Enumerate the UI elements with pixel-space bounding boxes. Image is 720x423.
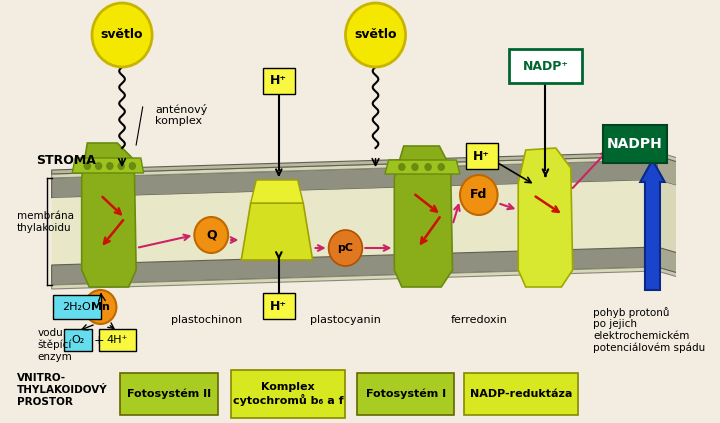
Polygon shape [657, 152, 678, 277]
Polygon shape [52, 247, 657, 285]
Circle shape [92, 3, 152, 67]
Circle shape [398, 163, 405, 171]
Circle shape [106, 162, 114, 170]
Text: NADP-reduktáza: NADP-reduktáza [470, 389, 572, 399]
Polygon shape [72, 158, 143, 173]
Text: Q: Q [206, 228, 217, 242]
FancyBboxPatch shape [120, 373, 218, 415]
Text: vodu
štěpící
enzym: vodu štěpící enzym [37, 328, 72, 362]
Text: anténový
komplex: anténový komplex [155, 104, 207, 126]
Text: plastochinon: plastochinon [171, 315, 242, 325]
FancyBboxPatch shape [464, 373, 578, 415]
Polygon shape [657, 247, 678, 273]
Text: VNITRO-
THYLAKOIDOVÝ
PROSTOR: VNITRO- THYLAKOIDOVÝ PROSTOR [17, 374, 107, 407]
Text: membrána
thylakoidu: membrána thylakoidu [17, 211, 74, 233]
Polygon shape [81, 143, 136, 287]
Text: STROMA: STROMA [36, 154, 96, 167]
Circle shape [328, 230, 362, 266]
Circle shape [411, 163, 419, 171]
Text: Fd: Fd [470, 189, 487, 201]
Text: H⁺: H⁺ [270, 74, 287, 88]
Circle shape [460, 175, 498, 215]
Text: NADPH: NADPH [607, 137, 662, 151]
Polygon shape [52, 160, 657, 198]
Text: Fotosystém II: Fotosystém II [127, 389, 211, 399]
Text: Komplex
cytochromů b₆ a f: Komplex cytochromů b₆ a f [233, 382, 343, 406]
Polygon shape [241, 203, 312, 260]
Polygon shape [657, 180, 678, 253]
Circle shape [84, 162, 91, 170]
Text: pC: pC [338, 243, 354, 253]
Polygon shape [52, 267, 657, 289]
Text: pohyb protonů
po jejich
elektrochemickém
potenciálovém spádu: pohyb protonů po jejich elektrochemickém… [593, 307, 706, 353]
Circle shape [438, 163, 445, 171]
Text: 4H⁺: 4H⁺ [107, 335, 128, 345]
Polygon shape [385, 160, 460, 174]
Polygon shape [251, 180, 303, 203]
Polygon shape [52, 152, 657, 174]
FancyBboxPatch shape [231, 370, 346, 418]
Text: NADP⁺: NADP⁺ [523, 60, 569, 72]
Polygon shape [657, 156, 678, 186]
Text: plastocyanin: plastocyanin [310, 315, 381, 325]
Text: 2H₂O: 2H₂O [63, 302, 91, 312]
FancyBboxPatch shape [263, 293, 294, 319]
Circle shape [84, 290, 117, 324]
Circle shape [129, 162, 136, 170]
Text: H⁺: H⁺ [270, 299, 287, 313]
FancyArrow shape [640, 160, 665, 290]
FancyBboxPatch shape [64, 329, 92, 351]
Text: světlo: světlo [354, 28, 397, 41]
Circle shape [424, 163, 432, 171]
FancyBboxPatch shape [99, 329, 136, 351]
Polygon shape [52, 180, 657, 265]
Text: O₂: O₂ [71, 335, 84, 345]
FancyBboxPatch shape [603, 125, 667, 163]
Circle shape [346, 3, 405, 67]
Text: +: + [94, 333, 104, 346]
Polygon shape [52, 156, 657, 178]
Polygon shape [395, 146, 452, 287]
Text: Mn: Mn [91, 302, 110, 312]
Circle shape [117, 162, 125, 170]
Text: H⁺: H⁺ [473, 149, 490, 162]
FancyBboxPatch shape [509, 49, 582, 83]
Text: ferredoxin: ferredoxin [451, 315, 507, 325]
FancyBboxPatch shape [53, 295, 102, 319]
FancyBboxPatch shape [356, 373, 454, 415]
Text: Fotosystém I: Fotosystém I [366, 389, 446, 399]
Text: světlo: světlo [101, 28, 143, 41]
FancyBboxPatch shape [263, 68, 294, 94]
Circle shape [194, 217, 228, 253]
Polygon shape [518, 148, 572, 287]
Circle shape [95, 162, 102, 170]
FancyBboxPatch shape [466, 143, 498, 169]
